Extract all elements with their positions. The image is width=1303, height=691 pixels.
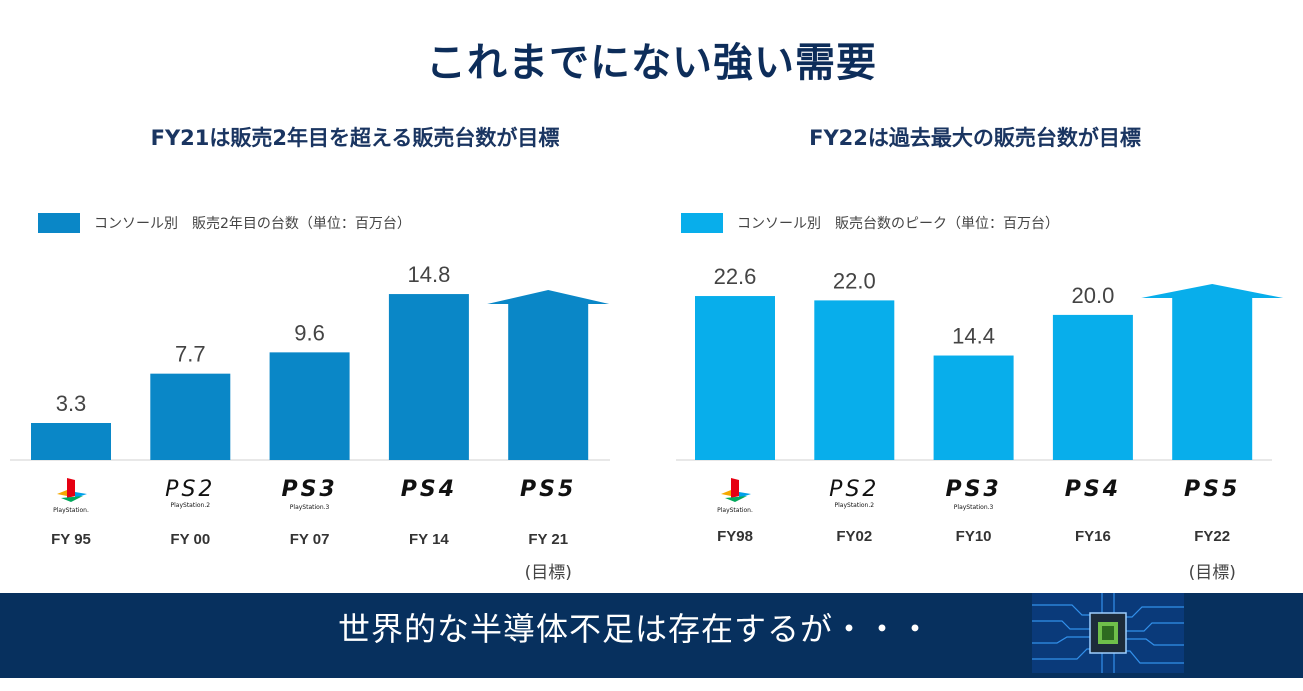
ps-logo-yellow-shape (57, 490, 67, 496)
console-logo: PS5 (1184, 477, 1240, 502)
ps-logo-p-shape (731, 478, 739, 498)
ps-logo-green-shape (61, 496, 83, 502)
bar (1052, 314, 1133, 460)
data-label: 7.7 (175, 342, 206, 367)
data-label: 22.6 (714, 264, 757, 289)
category-label: FY98 (717, 528, 753, 545)
data-label: 22.0 (833, 268, 876, 293)
ps3-logo-wordmark: PlayStation.3 (954, 504, 994, 511)
console-logo: PS3 PlayStation.3 (281, 477, 337, 511)
left-legend-label: コンソール別 販売2年目の台数（単位：百万台） (94, 216, 411, 232)
category-label: FY16 (1075, 528, 1111, 545)
bar (31, 423, 111, 460)
console-logo: PlayStation. (53, 478, 89, 514)
banner-text: 世界的な半導体不足は存在するが・・・ (338, 610, 933, 648)
console-logo: PlayStation. (717, 478, 753, 514)
category-label: FY22 (1194, 528, 1230, 545)
ps4-logo-mark: PS4 (401, 477, 457, 502)
ps-logo-yellow-shape (721, 490, 731, 496)
target-arrow (1141, 284, 1284, 460)
bar (814, 300, 895, 460)
category-label: FY 00 (170, 531, 210, 548)
console-logo: PS3 PlayStation.3 (945, 477, 1001, 511)
target-note: (目標) (525, 563, 572, 583)
bar (269, 352, 350, 460)
category-label: FY 21 (528, 531, 568, 548)
left-chart-title: FY21は販売2年目を超える販売台数が目標 (150, 126, 560, 150)
right-legend: コンソール別 販売台数のピーク（単位：百万台） (681, 213, 1059, 233)
ps-logo-wordmark: PlayStation. (53, 507, 89, 514)
ps-logo-p-shape (67, 478, 75, 498)
target-note: (目標) (1189, 563, 1236, 583)
console-logo: PS4 (1065, 477, 1121, 502)
left-legend: コンソール別 販売2年目の台数（単位：百万台） (38, 213, 411, 233)
right-bar-chart: 22.6 PlayStation. FY98 22.0 PS2PlayStation.2… (676, 264, 1284, 583)
data-label: 14.8 (407, 262, 450, 287)
category-label: FY 07 (290, 531, 330, 548)
right-legend-swatch (681, 213, 723, 233)
bar (388, 294, 469, 460)
data-label: 3.3 (56, 391, 87, 416)
ps-logo-green-shape (725, 496, 747, 502)
category-label: FY02 (836, 528, 872, 545)
ps5-logo-mark: PS5 (1184, 477, 1240, 502)
ps3-logo-mark: PS3 (281, 477, 337, 502)
ps2-logo-mark: PS2 (829, 477, 879, 502)
ps-logo-wordmark: PlayStation. (717, 507, 753, 514)
right-legend-label: コンソール別 販売台数のピーク（単位：百万台） (737, 216, 1059, 232)
data-label: 20.0 (1071, 283, 1114, 308)
ps3-logo-wordmark: PlayStation.3 (290, 504, 330, 511)
bar (695, 296, 775, 460)
ps2-logo-mark: PS2 (165, 477, 215, 502)
category-label: FY 95 (51, 531, 91, 548)
console-logo: PS5 (520, 477, 576, 502)
ps3-logo-mark: PS3 (945, 477, 1001, 502)
data-label: 9.6 (294, 320, 325, 345)
ps4-logo-mark: PS4 (1065, 477, 1121, 502)
right-chart-title: FY22は過去最大の販売台数が目標 (809, 126, 1141, 150)
category-label: FY 14 (409, 531, 449, 548)
ps5-logo-mark: PS5 (520, 477, 576, 502)
target-arrow (487, 290, 610, 460)
bar (933, 355, 1014, 460)
ps2-logo-wordmark: PlayStation.2 (171, 502, 211, 509)
page-title: これまでにない強い需要 (426, 40, 877, 86)
ps2-logo-wordmark: PlayStation.2 (835, 502, 875, 509)
data-label: 14.4 (952, 324, 995, 349)
console-logo: PS4 (401, 477, 457, 502)
left-legend-swatch (38, 213, 80, 233)
bar (150, 373, 231, 460)
semiconductor-chip-icon (1032, 593, 1184, 673)
category-label: FY10 (956, 528, 992, 545)
